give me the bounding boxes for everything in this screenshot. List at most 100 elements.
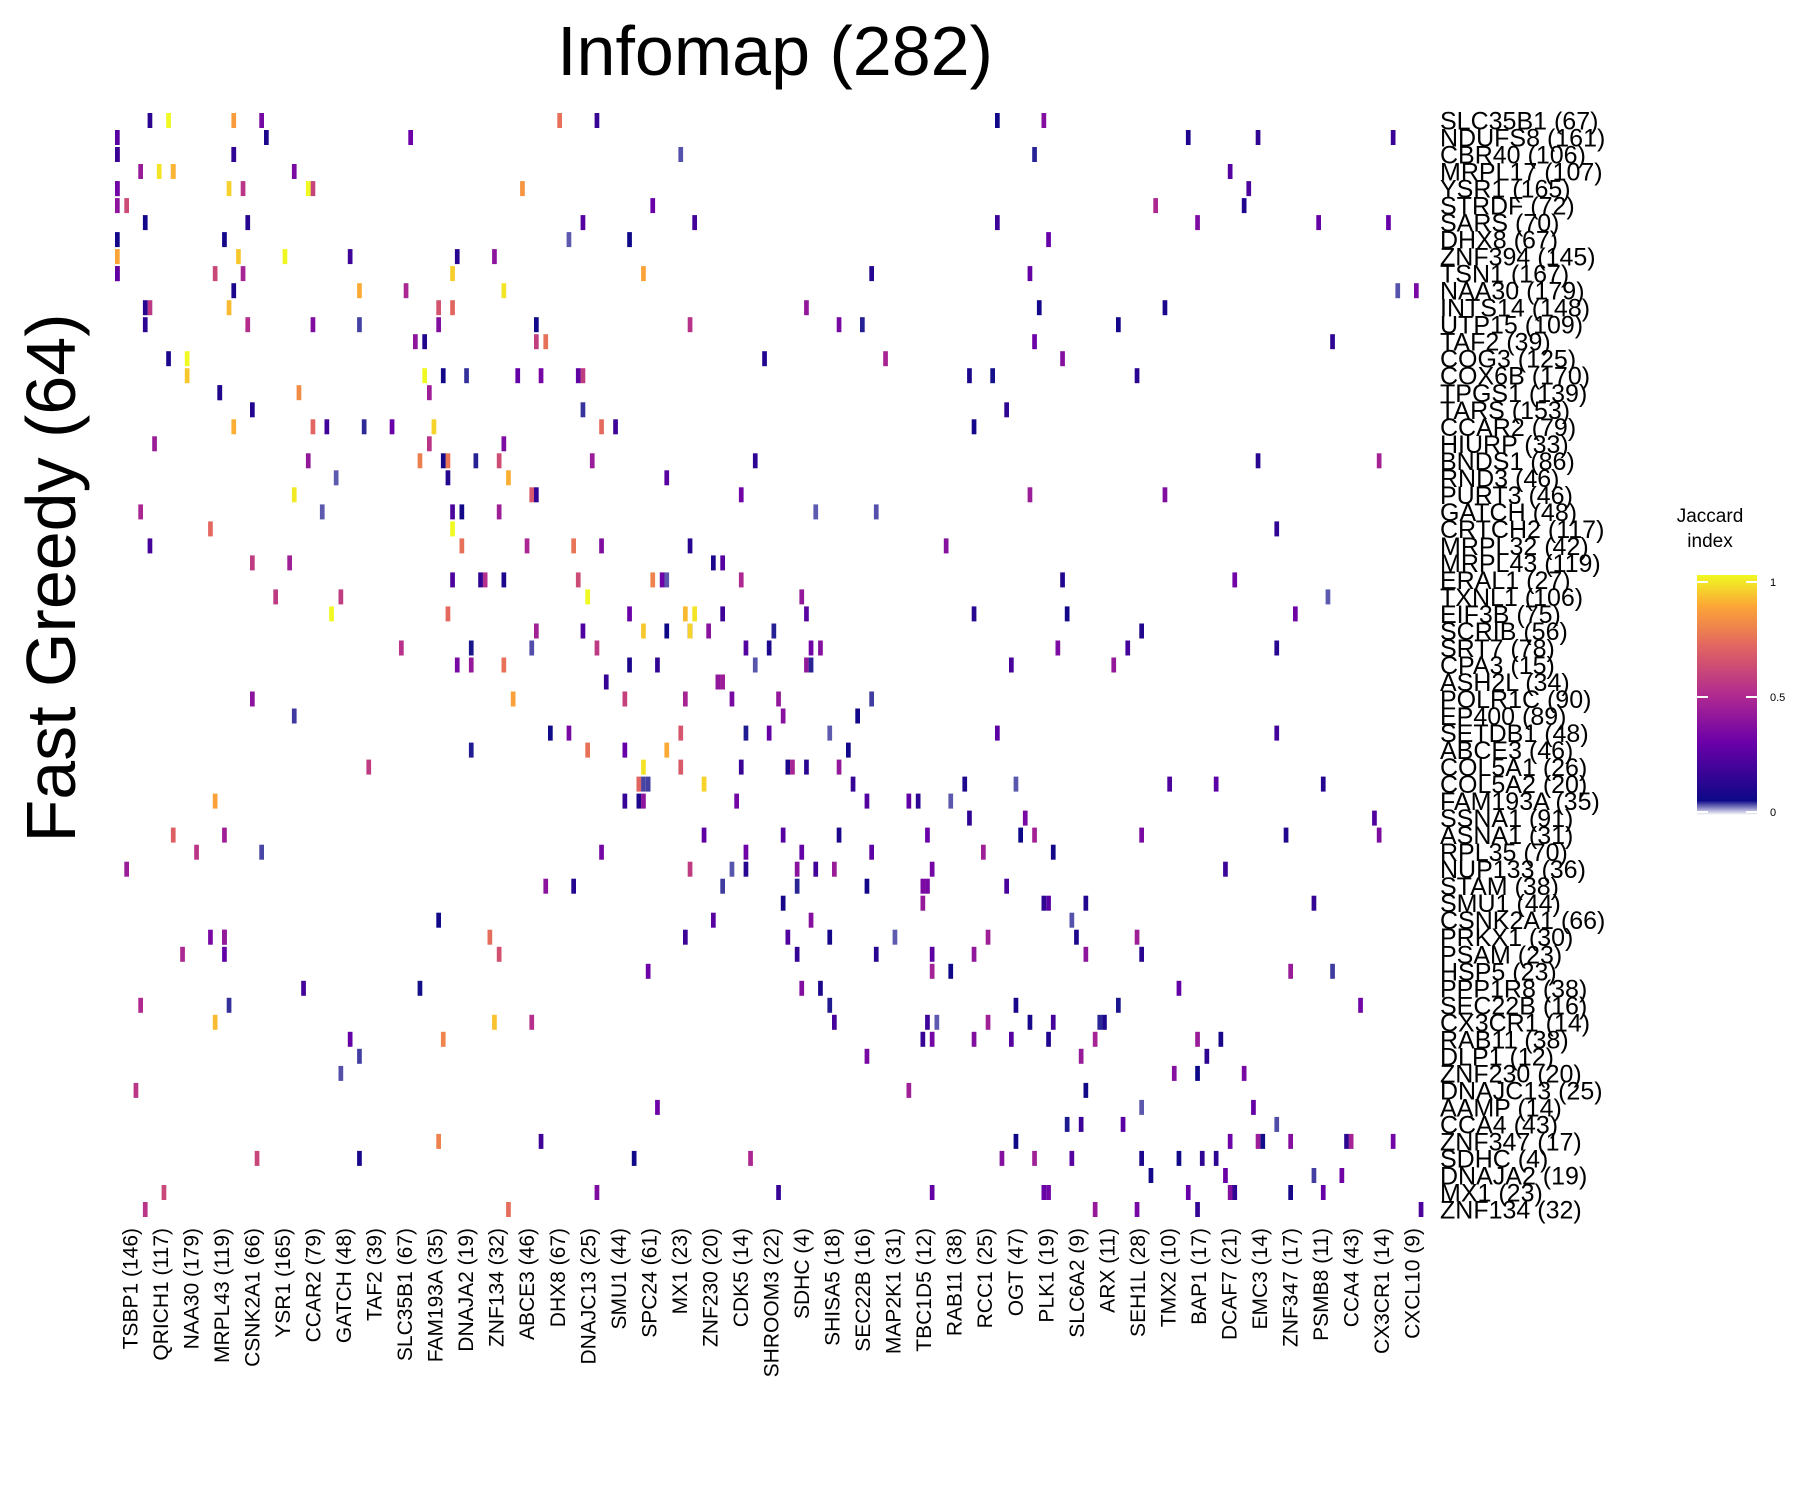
- column-label: FAM193A (35): [425, 1228, 448, 1362]
- row-label: CPA3 (15): [1440, 652, 1555, 680]
- heatmap-cell: [115, 181, 120, 197]
- heatmap-cell: [995, 215, 1000, 231]
- heatmap-cell: [850, 776, 856, 792]
- row-label: COG3 (125): [1440, 346, 1576, 374]
- heatmap-cell: [622, 793, 628, 809]
- heatmap-cell: [236, 249, 241, 265]
- heatmap-cell: [780, 895, 786, 911]
- heatmap-cell: [752, 657, 758, 673]
- heatmap-cell: [1032, 147, 1037, 162]
- row-label: CRTCH2 (117): [1440, 516, 1604, 544]
- heatmap-cell: [995, 113, 1000, 128]
- heatmap-cell: [440, 368, 446, 384]
- row-label: SRT7 (78): [1440, 635, 1555, 663]
- heatmap-cell: [464, 368, 469, 384]
- row-label: ASNA1 (31): [1440, 822, 1573, 850]
- row-label: ZNF134 (32): [1440, 1197, 1582, 1225]
- heatmap-cell: [836, 759, 842, 775]
- heatmap-cell: [1009, 657, 1014, 673]
- column-label: CCA4 (43): [1341, 1228, 1364, 1327]
- heatmap-cell: [1116, 317, 1121, 333]
- heatmap-cell: [650, 572, 656, 588]
- heatmap-cell: [427, 436, 432, 452]
- heatmap-cell: [1041, 1185, 1047, 1200]
- heatmap-cell: [1390, 130, 1396, 145]
- row-label: ASH2L (34): [1440, 669, 1570, 697]
- heatmap-cell: [1251, 1099, 1256, 1115]
- heatmap-cell: [1018, 827, 1023, 843]
- heatmap-cell: [836, 317, 842, 333]
- heatmap-cell: [832, 861, 837, 877]
- heatmap-cell: [678, 759, 684, 775]
- row-label: ZNF394 (145): [1440, 244, 1596, 272]
- heatmap-cell: [538, 368, 544, 384]
- heatmap-cell: [711, 555, 716, 571]
- column-label: OGT (47): [1005, 1228, 1028, 1316]
- heatmap-cell: [501, 436, 507, 452]
- heatmap-cell: [212, 1014, 218, 1030]
- heatmap-cell: [883, 351, 888, 367]
- heatmap-cell: [948, 793, 954, 809]
- heatmap-cell: [1009, 1031, 1014, 1047]
- heatmap-cell: [920, 1031, 926, 1047]
- heatmap-cell: [580, 402, 586, 418]
- heatmap-cell: [594, 640, 600, 656]
- heatmap-cell: [827, 997, 833, 1013]
- legend-tick-1: 1: [1770, 577, 1776, 589]
- heatmap-cell: [1032, 334, 1037, 350]
- heatmap-cell: [1241, 1065, 1247, 1081]
- heatmap-cell: [720, 878, 725, 894]
- row-label: PPP1R8 (38): [1440, 975, 1587, 1003]
- heatmap-cell: [440, 453, 446, 469]
- row-label: COX6B (170): [1440, 363, 1590, 391]
- row-label: EIF3B (75): [1440, 601, 1561, 629]
- column-label: ARX (11): [1096, 1228, 1119, 1313]
- heatmap-cell: [1027, 487, 1033, 503]
- column-label: YSR1 (165): [272, 1228, 295, 1338]
- heatmap-cell: [1330, 334, 1335, 350]
- heatmap-cell: [403, 283, 409, 299]
- heatmap-cell: [631, 1150, 637, 1166]
- heatmap-cell: [366, 759, 372, 775]
- heatmap-cell: [599, 844, 604, 860]
- heatmap-cell: [436, 317, 441, 333]
- heatmap-cell: [943, 538, 949, 554]
- heatmap-cell: [855, 708, 860, 724]
- column-label: MRPL43 (119): [211, 1228, 234, 1363]
- column-label: BAP1 (17): [1188, 1228, 1211, 1325]
- heatmap-cell: [645, 963, 651, 979]
- heatmap-cell: [971, 419, 977, 435]
- heatmap-cell: [1316, 215, 1321, 231]
- heatmap-cell: [534, 334, 539, 350]
- heatmap-cell: [296, 385, 302, 401]
- column-label: TMX2 (10): [1158, 1228, 1181, 1327]
- row-label: EP400 (89): [1440, 703, 1566, 731]
- heatmap-cell: [1418, 1202, 1424, 1217]
- heatmap-cell: [361, 419, 367, 435]
- heatmap-cell: [827, 725, 833, 741]
- heatmap-cell: [310, 181, 316, 197]
- heatmap-cell: [245, 317, 251, 333]
- heatmap-cell: [664, 572, 670, 588]
- heatmap-cell: [729, 691, 735, 707]
- heatmap-cell: [808, 657, 814, 673]
- heatmap-cell: [790, 759, 795, 775]
- heatmap-cell: [818, 640, 823, 656]
- heatmap-cell: [259, 113, 264, 128]
- heatmap-cell: [231, 419, 237, 435]
- heatmap-cell: [664, 742, 670, 758]
- row-label: STAM (38): [1440, 873, 1559, 901]
- heatmap-cell: [934, 1014, 940, 1030]
- heatmap-cell: [1162, 487, 1168, 503]
- heatmap-cell: [622, 691, 628, 707]
- heatmap-cell: [1027, 266, 1033, 282]
- column-label: SEC22B (16): [852, 1228, 875, 1352]
- row-label: SARS (70): [1440, 210, 1559, 238]
- heatmap-cell: [1022, 810, 1028, 826]
- heatmap-cell: [217, 385, 223, 401]
- row-label: CBR40 (106): [1440, 142, 1586, 170]
- heatmap-cell: [738, 572, 744, 588]
- row-label: FAM193A (35): [1440, 788, 1600, 816]
- heatmap-cell: [1120, 1116, 1126, 1132]
